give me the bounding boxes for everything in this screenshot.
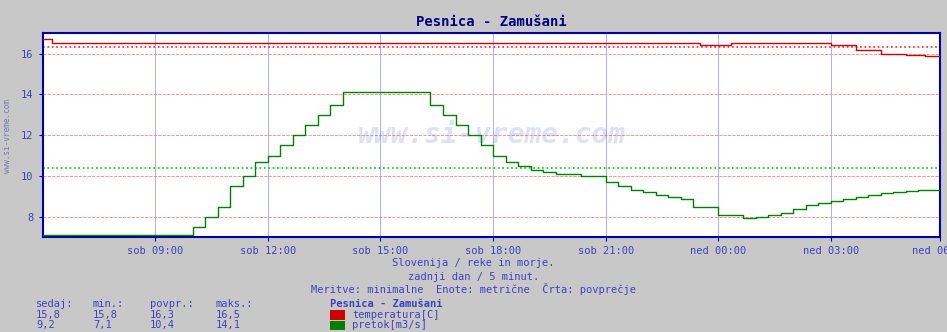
Text: 14,1: 14,1 bbox=[216, 320, 241, 330]
Text: Pesnica - Zamušani: Pesnica - Zamušani bbox=[330, 299, 442, 309]
Text: maks.:: maks.: bbox=[216, 299, 254, 309]
Text: Slovenija / reke in morje.: Slovenija / reke in morje. bbox=[392, 258, 555, 268]
Text: zadnji dan / 5 minut.: zadnji dan / 5 minut. bbox=[408, 272, 539, 282]
Text: Meritve: minimalne  Enote: metrične  Črta: povprečje: Meritve: minimalne Enote: metrične Črta:… bbox=[311, 283, 636, 295]
Text: 15,8: 15,8 bbox=[36, 310, 61, 320]
Text: min.:: min.: bbox=[93, 299, 124, 309]
Text: 7,1: 7,1 bbox=[93, 320, 112, 330]
Text: povpr.:: povpr.: bbox=[150, 299, 193, 309]
Text: www.si-vreme.com: www.si-vreme.com bbox=[3, 99, 12, 173]
Text: sedaj:: sedaj: bbox=[36, 299, 74, 309]
Text: temperatura[C]: temperatura[C] bbox=[352, 310, 439, 320]
Text: 16,3: 16,3 bbox=[150, 310, 174, 320]
Text: 9,2: 9,2 bbox=[36, 320, 55, 330]
Title: Pesnica - Zamušani: Pesnica - Zamušani bbox=[416, 15, 567, 29]
Text: 16,5: 16,5 bbox=[216, 310, 241, 320]
Text: pretok[m3/s]: pretok[m3/s] bbox=[352, 320, 427, 330]
Text: www.si-vreme.com: www.si-vreme.com bbox=[358, 121, 625, 149]
Text: 15,8: 15,8 bbox=[93, 310, 117, 320]
Text: 10,4: 10,4 bbox=[150, 320, 174, 330]
